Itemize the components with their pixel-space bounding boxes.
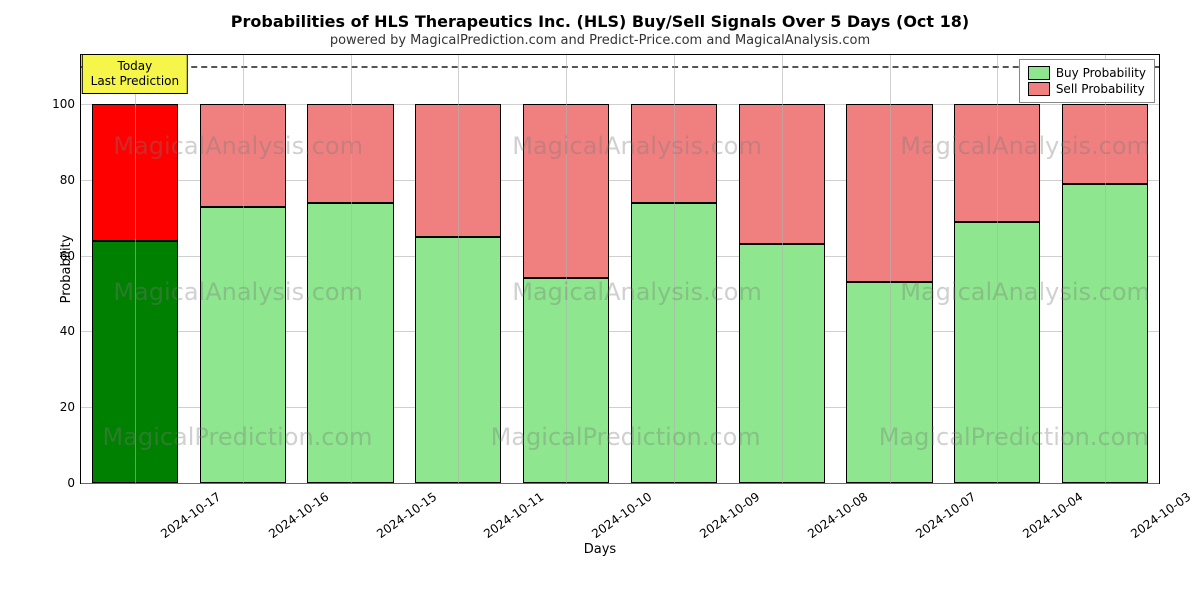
legend: Buy Probability Sell Probability bbox=[1019, 59, 1155, 103]
chart-title: Probabilities of HLS Therapeutics Inc. (… bbox=[20, 12, 1180, 31]
legend-label: Buy Probability bbox=[1056, 66, 1146, 80]
x-tick-label: 2024-10-11 bbox=[477, 483, 547, 541]
annotation-line: Last Prediction bbox=[91, 74, 179, 89]
x-tick-label: 2024-10-10 bbox=[585, 483, 655, 541]
gridline-vertical bbox=[566, 55, 567, 483]
y-axis-label: Probability bbox=[59, 235, 74, 304]
y-tick-label: 100 bbox=[52, 97, 81, 111]
x-tick-label: 2024-10-03 bbox=[1124, 483, 1194, 541]
x-tick-label: 2024-10-08 bbox=[800, 483, 870, 541]
plot-outer: Probability Buy ProbabilitySell Probabil… bbox=[80, 54, 1160, 484]
legend-label: Sell Probability bbox=[1056, 82, 1145, 96]
x-tick-label: 2024-10-04 bbox=[1016, 483, 1086, 541]
gridline-vertical bbox=[997, 55, 998, 483]
plot-area: Buy ProbabilitySell Probability 02040608… bbox=[80, 54, 1160, 484]
legend-item: Sell Probability bbox=[1028, 82, 1146, 96]
legend-swatch bbox=[1028, 82, 1050, 96]
y-tick-label: 60 bbox=[60, 249, 81, 263]
x-tick-label: 2024-10-09 bbox=[693, 483, 763, 541]
legend-item: Buy Probability bbox=[1028, 66, 1146, 80]
gridline-vertical bbox=[1105, 55, 1106, 483]
y-tick-label: 0 bbox=[67, 476, 81, 490]
chart-subtitle: powered by MagicalPrediction.com and Pre… bbox=[20, 33, 1180, 48]
gridline-vertical bbox=[458, 55, 459, 483]
today-annotation: TodayLast Prediction bbox=[82, 54, 188, 94]
x-axis-label: Days bbox=[20, 542, 1180, 557]
gridline-vertical bbox=[243, 55, 244, 483]
legend-swatch bbox=[1028, 66, 1050, 80]
y-tick-label: 40 bbox=[60, 324, 81, 338]
gridline-vertical bbox=[135, 55, 136, 483]
gridline-vertical bbox=[351, 55, 352, 483]
gridline-horizontal bbox=[81, 483, 1159, 484]
x-tick-label: 2024-10-07 bbox=[908, 483, 978, 541]
gridline-vertical bbox=[782, 55, 783, 483]
chart-container: Probabilities of HLS Therapeutics Inc. (… bbox=[0, 0, 1200, 600]
annotation-line: Today bbox=[91, 59, 179, 74]
y-tick-label: 80 bbox=[60, 173, 81, 187]
x-tick-label: 2024-10-16 bbox=[261, 483, 331, 541]
gridline-vertical bbox=[890, 55, 891, 483]
gridline-vertical bbox=[674, 55, 675, 483]
y-tick-label: 20 bbox=[60, 400, 81, 414]
x-tick-label: 2024-10-17 bbox=[154, 483, 224, 541]
x-tick-label: 2024-10-15 bbox=[369, 483, 439, 541]
